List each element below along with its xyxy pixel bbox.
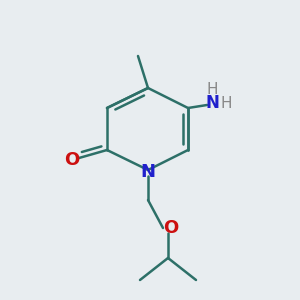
Text: H: H [206, 82, 218, 97]
Text: H: H [220, 95, 232, 110]
Text: O: O [64, 151, 80, 169]
Text: N: N [205, 94, 219, 112]
Text: N: N [140, 163, 155, 181]
Text: O: O [164, 219, 178, 237]
